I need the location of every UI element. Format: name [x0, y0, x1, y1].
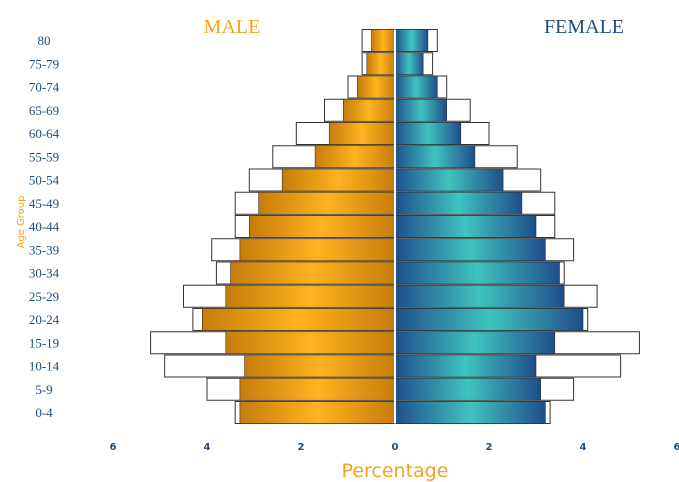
- age-label-20-24: 20-24: [29, 312, 60, 327]
- age-label-25-29: 25-29: [29, 289, 59, 304]
- x-tick-label: 4: [204, 442, 211, 453]
- male-bar-80: [371, 29, 396, 52]
- age-label-80: 80: [38, 33, 51, 48]
- age-label-75-79: 75-79: [29, 56, 59, 71]
- female-bar-35-39: [394, 238, 546, 262]
- female-bar-80: [394, 29, 429, 52]
- female-bar-5-9: [394, 377, 541, 401]
- age-label-30-34: 30-34: [29, 266, 60, 281]
- age-label-45-49: 45-49: [29, 196, 59, 211]
- male-title: MALE: [204, 16, 261, 38]
- male-bar-70-74: [357, 75, 396, 99]
- age-label-70-74: 70-74: [29, 80, 60, 95]
- female-bar-60-64: [394, 122, 462, 145]
- male-bar-65-69: [342, 98, 396, 122]
- age-label-10-14: 10-14: [29, 359, 60, 374]
- male-bar-20-24: [202, 308, 396, 331]
- female-bar-10-14: [394, 354, 537, 378]
- male-bar-45-49: [258, 191, 396, 215]
- female-bar-0-4: [394, 401, 546, 424]
- age-label-50-54: 50-54: [29, 173, 60, 188]
- male-bar-60-64: [328, 122, 396, 145]
- x-tick-label: 6: [110, 442, 117, 453]
- age-label-0-4: 0-4: [35, 405, 53, 420]
- age-label-40-44: 40-44: [29, 219, 60, 234]
- female-bar-55-59: [394, 145, 476, 169]
- male-bar-40-44: [249, 215, 396, 238]
- male-bar-25-29: [225, 284, 396, 308]
- female-bar-65-69: [394, 98, 448, 122]
- male-bar-30-34: [230, 261, 396, 285]
- female-bar-50-54: [394, 168, 504, 192]
- female-bar-25-29: [394, 284, 565, 308]
- female-bar-45-49: [394, 191, 523, 215]
- x-tick-label: 2: [298, 442, 305, 453]
- x-tick-label: 4: [580, 442, 587, 453]
- male-bar-0-4: [239, 401, 396, 424]
- female-bar-40-44: [394, 215, 537, 238]
- age-label-15-19: 15-19: [29, 335, 59, 350]
- female-bar-30-34: [394, 261, 560, 285]
- age-label-60-64: 60-64: [29, 126, 60, 141]
- age-group-labels: 0-4 5-9 10-14 15-19 20-24 25-29 30-34 35-39 40-4…: [29, 33, 60, 420]
- male-bar-10-14: [244, 354, 396, 378]
- female-bar-20-24: [394, 308, 584, 331]
- age-label-35-39: 35-39: [29, 242, 59, 257]
- age-label-55-59: 55-59: [29, 149, 59, 164]
- female-bar-75-79: [394, 52, 424, 76]
- age-label-5-9: 5-9: [35, 382, 52, 397]
- x-tick-label: 2: [486, 442, 493, 453]
- male-bar-5-9: [239, 377, 396, 401]
- male-bar-35-39: [239, 238, 396, 262]
- x-tick-label: 0: [392, 442, 399, 453]
- female-bar-15-19: [394, 331, 556, 355]
- x-axis-tick-labels: 6 4 2 0 2 4 6: [110, 442, 679, 453]
- female-bar-70-74: [394, 75, 438, 99]
- male-bar-50-54: [281, 168, 396, 192]
- male-bar-55-59: [314, 145, 396, 169]
- x-axis-title: Percentage: [342, 460, 449, 482]
- female-title: FEMALE: [544, 16, 624, 38]
- filled-bars-layer: [202, 29, 584, 424]
- x-tick-label: 6: [674, 442, 679, 453]
- male-bar-15-19: [225, 331, 396, 355]
- y-axis-title: Age Group: [16, 196, 27, 249]
- age-label-65-69: 65-69: [29, 103, 59, 118]
- male-bar-75-79: [366, 52, 396, 76]
